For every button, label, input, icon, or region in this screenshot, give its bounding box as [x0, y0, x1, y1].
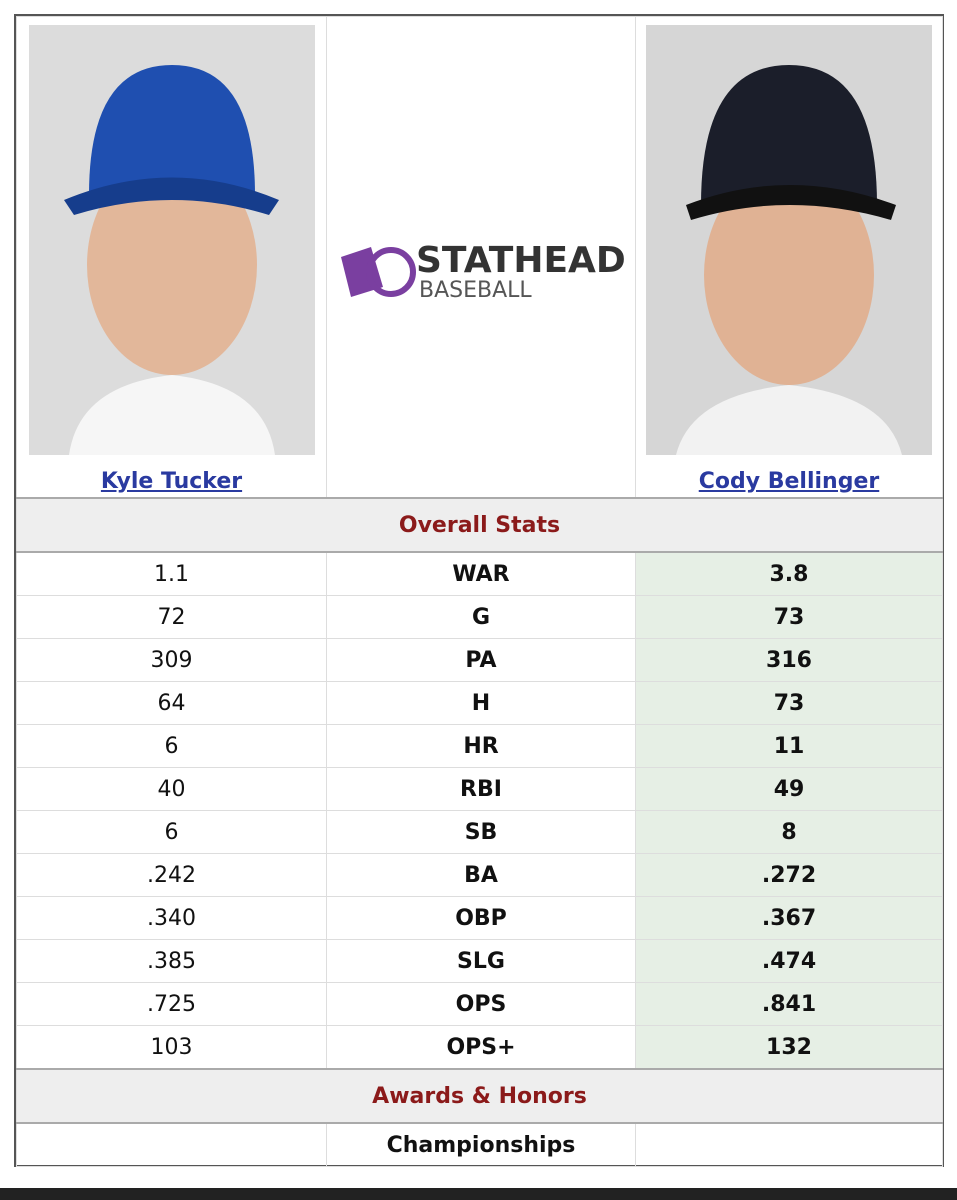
- right-cell: [635, 1122, 943, 1167]
- stat-cell: OPS: [326, 982, 636, 1026]
- section-title: Awards & Honors: [16, 1068, 943, 1124]
- stat-row: .385 SLG .474: [16, 939, 943, 983]
- right-cell: 49: [635, 767, 943, 811]
- stat-row: 40 RBI 49: [16, 767, 943, 811]
- stat-row: .725 OPS .841: [16, 982, 943, 1026]
- bottom-bar: [0, 1188, 957, 1200]
- right-cell: .474: [635, 939, 943, 983]
- left-cell: 64: [16, 681, 327, 725]
- right-cell: 73: [635, 595, 943, 639]
- right-cell: 11: [635, 724, 943, 768]
- logo-sport: BASEBALL: [419, 278, 532, 303]
- right-cell: .367: [635, 896, 943, 940]
- left-cell: [16, 1122, 327, 1167]
- right-cell: 8: [635, 810, 943, 854]
- stat-cell: SLG: [326, 939, 636, 983]
- stat-row: .242 BA .272: [16, 853, 943, 897]
- stat-row: 309 PA 316: [16, 638, 943, 682]
- stat-cell: OBP: [326, 896, 636, 940]
- right-cell: 132: [635, 1025, 943, 1070]
- comparison-card: Kyle Tucker STATHEAD BASEBALL Cody Belli…: [14, 14, 944, 1167]
- stat-row: 1.1 WAR 3.8: [16, 551, 943, 596]
- player-link[interactable]: Cody Bellinger: [698, 469, 880, 494]
- player-photo: [28, 25, 315, 455]
- stat-row: 103 OPS+ 132: [16, 1025, 943, 1070]
- stat-row: .340 OBP .367: [16, 896, 943, 940]
- stat-row: 64 H 73: [16, 681, 943, 725]
- left-cell: 40: [16, 767, 327, 811]
- left-cell: 72: [16, 595, 327, 639]
- player-link[interactable]: Kyle Tucker: [100, 469, 243, 494]
- player-photo: [646, 25, 932, 455]
- stat-cell: Championships: [326, 1122, 636, 1167]
- left-cell: .242: [16, 853, 327, 897]
- stat-cell: OPS+: [326, 1025, 636, 1070]
- section-title: Overall Stats: [16, 497, 943, 553]
- stat-row: 6 SB 8: [16, 810, 943, 854]
- stat-cell: HR: [326, 724, 636, 768]
- player-cell: Kyle Tucker: [16, 16, 327, 499]
- left-cell: 6: [16, 810, 327, 854]
- left-cell: .725: [16, 982, 327, 1026]
- right-cell: .272: [635, 853, 943, 897]
- stat-cell: WAR: [326, 551, 636, 596]
- stat-cell: RBI: [326, 767, 636, 811]
- stat-row: 72 G 73: [16, 595, 943, 639]
- left-cell: 1.1: [16, 551, 327, 596]
- header-row: Kyle Tucker STATHEAD BASEBALL Cody Belli…: [16, 16, 943, 499]
- left-cell: 309: [16, 638, 327, 682]
- right-cell: .841: [635, 982, 943, 1026]
- right-cell: 316: [635, 638, 943, 682]
- left-cell: 103: [16, 1025, 327, 1070]
- stat-cell: SB: [326, 810, 636, 854]
- right-cell: 3.8: [635, 551, 943, 596]
- table-body: Kyle Tucker STATHEAD BASEBALL Cody Belli…: [16, 16, 943, 1167]
- left-cell: 6: [16, 724, 327, 768]
- stat-row: 6 HR 11: [16, 724, 943, 768]
- left-cell: .385: [16, 939, 327, 983]
- comparison-table: Kyle Tucker STATHEAD BASEBALL Cody Belli…: [16, 16, 943, 1167]
- right-cell: 73: [635, 681, 943, 725]
- stat-cell: G: [326, 595, 636, 639]
- player-cell: Cody Bellinger: [635, 16, 943, 499]
- stat-cell: H: [326, 681, 636, 725]
- section-row: Overall Stats: [16, 497, 943, 553]
- logo-cell: STATHEAD BASEBALL: [326, 16, 636, 499]
- stathead-logo: STATHEAD BASEBALL: [341, 240, 626, 303]
- stat-row: Championships: [16, 1122, 943, 1167]
- logo-brand: STATHEAD: [416, 240, 626, 281]
- stat-cell: BA: [326, 853, 636, 897]
- left-cell: .340: [16, 896, 327, 940]
- stat-cell: PA: [326, 638, 636, 682]
- section-row: Awards & Honors: [16, 1068, 943, 1124]
